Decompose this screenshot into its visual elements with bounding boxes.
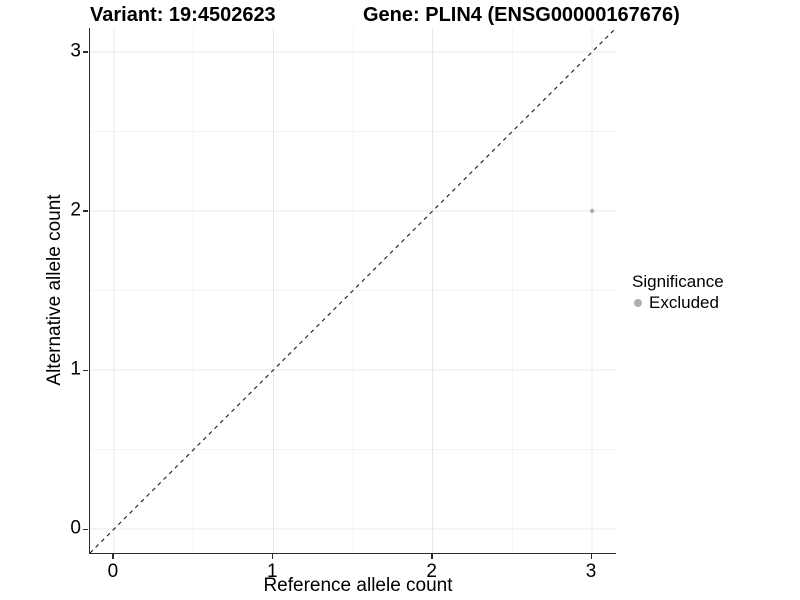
x-axis-tick — [431, 554, 433, 559]
y-tick-label: 3 — [70, 40, 81, 62]
gene-title: Gene: PLIN4 (ENSG00000167676) — [363, 4, 680, 26]
y-tick-label: 1 — [70, 358, 81, 380]
legend-title: Significance — [632, 272, 724, 291]
plot-panel — [89, 28, 616, 554]
y-axis-title: Alternative allele count — [44, 194, 65, 386]
x-tick-label: 0 — [107, 561, 119, 582]
identity-reference-line — [90, 28, 616, 553]
y-axis-tick — [83, 51, 88, 53]
legend-item-label: Excluded — [649, 293, 719, 312]
y-axis-tick — [83, 210, 88, 212]
y-tick-label: 2 — [70, 199, 81, 221]
x-axis-tick — [271, 554, 274, 559]
legend-item-excluded: Excluded — [630, 292, 798, 313]
x-axis-tick — [590, 554, 592, 559]
x-tick-label: 2 — [426, 561, 437, 582]
y-axis-tick — [83, 528, 88, 531]
x-axis-tick — [112, 554, 114, 559]
data-point — [589, 208, 595, 214]
variant-title: Variant: 19:4502623 — [90, 4, 276, 26]
x-tick-label: 1 — [267, 561, 278, 582]
legend: Significance Excluded — [630, 271, 798, 313]
x-axis-title: Reference allele count — [263, 575, 453, 596]
legend-point-icon — [634, 298, 642, 307]
y-tick-label: 0 — [70, 517, 81, 539]
y-axis-tick — [83, 369, 88, 371]
x-tick-label: 3 — [585, 561, 597, 582]
panel-canvas — [90, 28, 616, 553]
